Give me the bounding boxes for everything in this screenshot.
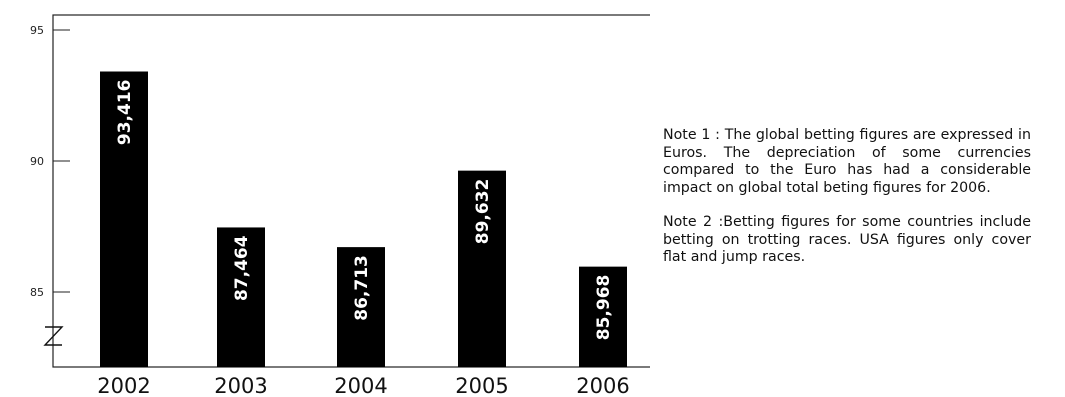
x-tick-label: 2002 [97, 374, 150, 397]
bar-value-label: 87,464 [232, 235, 252, 301]
x-tick-label: 2005 [455, 374, 508, 397]
bar-2002 [100, 71, 148, 368]
x-tick-label: 2004 [334, 374, 387, 397]
axis-break-icon [43, 326, 64, 346]
bar-value-label: 93,416 [115, 80, 135, 146]
note-2: Note 2 :Betting figures for some countri… [663, 214, 1031, 265]
bar-2003 [217, 227, 265, 367]
x-tick-label: 2003 [214, 374, 267, 397]
x-tick-label: 2006 [576, 374, 629, 397]
bar-2004 [337, 247, 385, 367]
bar-value-label: 86,713 [352, 255, 372, 321]
bar-chart: 93,416 87,464 86,713 89,632 85,968 95 90 85 200… [30, 14, 650, 397]
bar-value-label: 85,968 [594, 275, 614, 341]
bar-2005 [458, 170, 506, 367]
notes-panel: Note 1 : The global betting figures are … [663, 127, 1031, 267]
bar-value-label: 89,632 [473, 179, 493, 245]
y-tick-label: 90 [30, 155, 44, 168]
y-tick-label: 85 [30, 286, 44, 299]
y-tick-label: 95 [30, 24, 44, 37]
bar-2006 [579, 266, 627, 367]
note-1: Note 1 : The global betting figures are … [663, 127, 1031, 196]
